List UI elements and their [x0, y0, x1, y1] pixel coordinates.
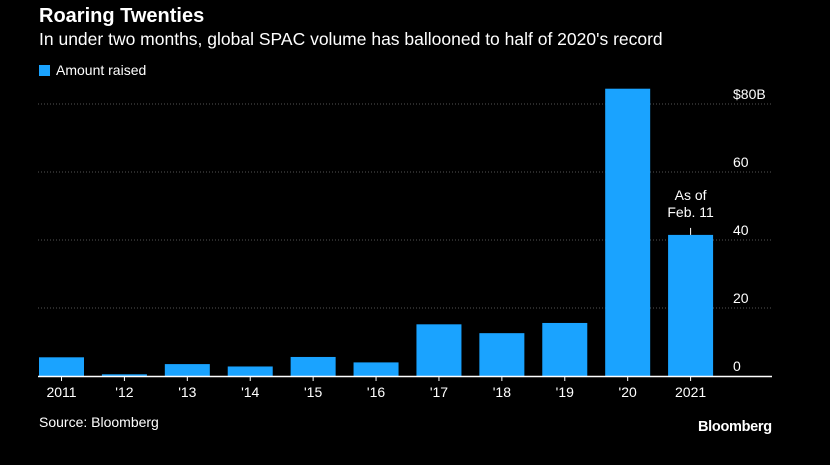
- x-tick-label: '16: [367, 384, 385, 400]
- legend: Amount raised: [39, 62, 146, 78]
- x-tick-label: '12: [115, 384, 133, 400]
- bar: [101, 374, 147, 376]
- bar: [479, 333, 525, 376]
- annotation-text: As of: [675, 187, 707, 203]
- y-tick-label: 0: [733, 358, 741, 374]
- x-tick-label: '13: [178, 384, 196, 400]
- bar: [542, 322, 588, 376]
- legend-label: Amount raised: [56, 62, 147, 78]
- bloomberg-logo: Bloomberg: [698, 419, 772, 435]
- bar: [605, 88, 651, 376]
- y-tick-label: 20: [733, 290, 749, 306]
- bar: [227, 366, 273, 376]
- bar: [668, 234, 714, 376]
- x-tick-label: 2011: [46, 384, 76, 400]
- x-tick-label: '18: [493, 384, 511, 400]
- legend-swatch: [39, 64, 50, 76]
- y-tick-label: $80B: [733, 86, 766, 102]
- x-tick-label: '20: [619, 384, 637, 400]
- source-note: Source: Bloomberg: [39, 414, 159, 430]
- y-tick-label: 60: [733, 154, 749, 170]
- chart-subtitle: In under two months, global SPAC volume …: [39, 29, 663, 49]
- bar: [416, 324, 462, 376]
- x-tick-label: '15: [304, 384, 322, 400]
- bar: [164, 364, 210, 376]
- bar: [39, 357, 84, 376]
- x-tick-label: '19: [556, 384, 574, 400]
- chart-title: Roaring Twenties: [39, 5, 205, 27]
- x-tick-label: 2021: [675, 384, 706, 400]
- annotation-text: Feb. 11: [667, 204, 714, 220]
- x-tick-label: '17: [430, 384, 448, 400]
- y-tick-label: 40: [733, 222, 749, 238]
- bar: [290, 356, 336, 376]
- bar: [353, 362, 399, 376]
- x-tick-label: '14: [241, 384, 259, 400]
